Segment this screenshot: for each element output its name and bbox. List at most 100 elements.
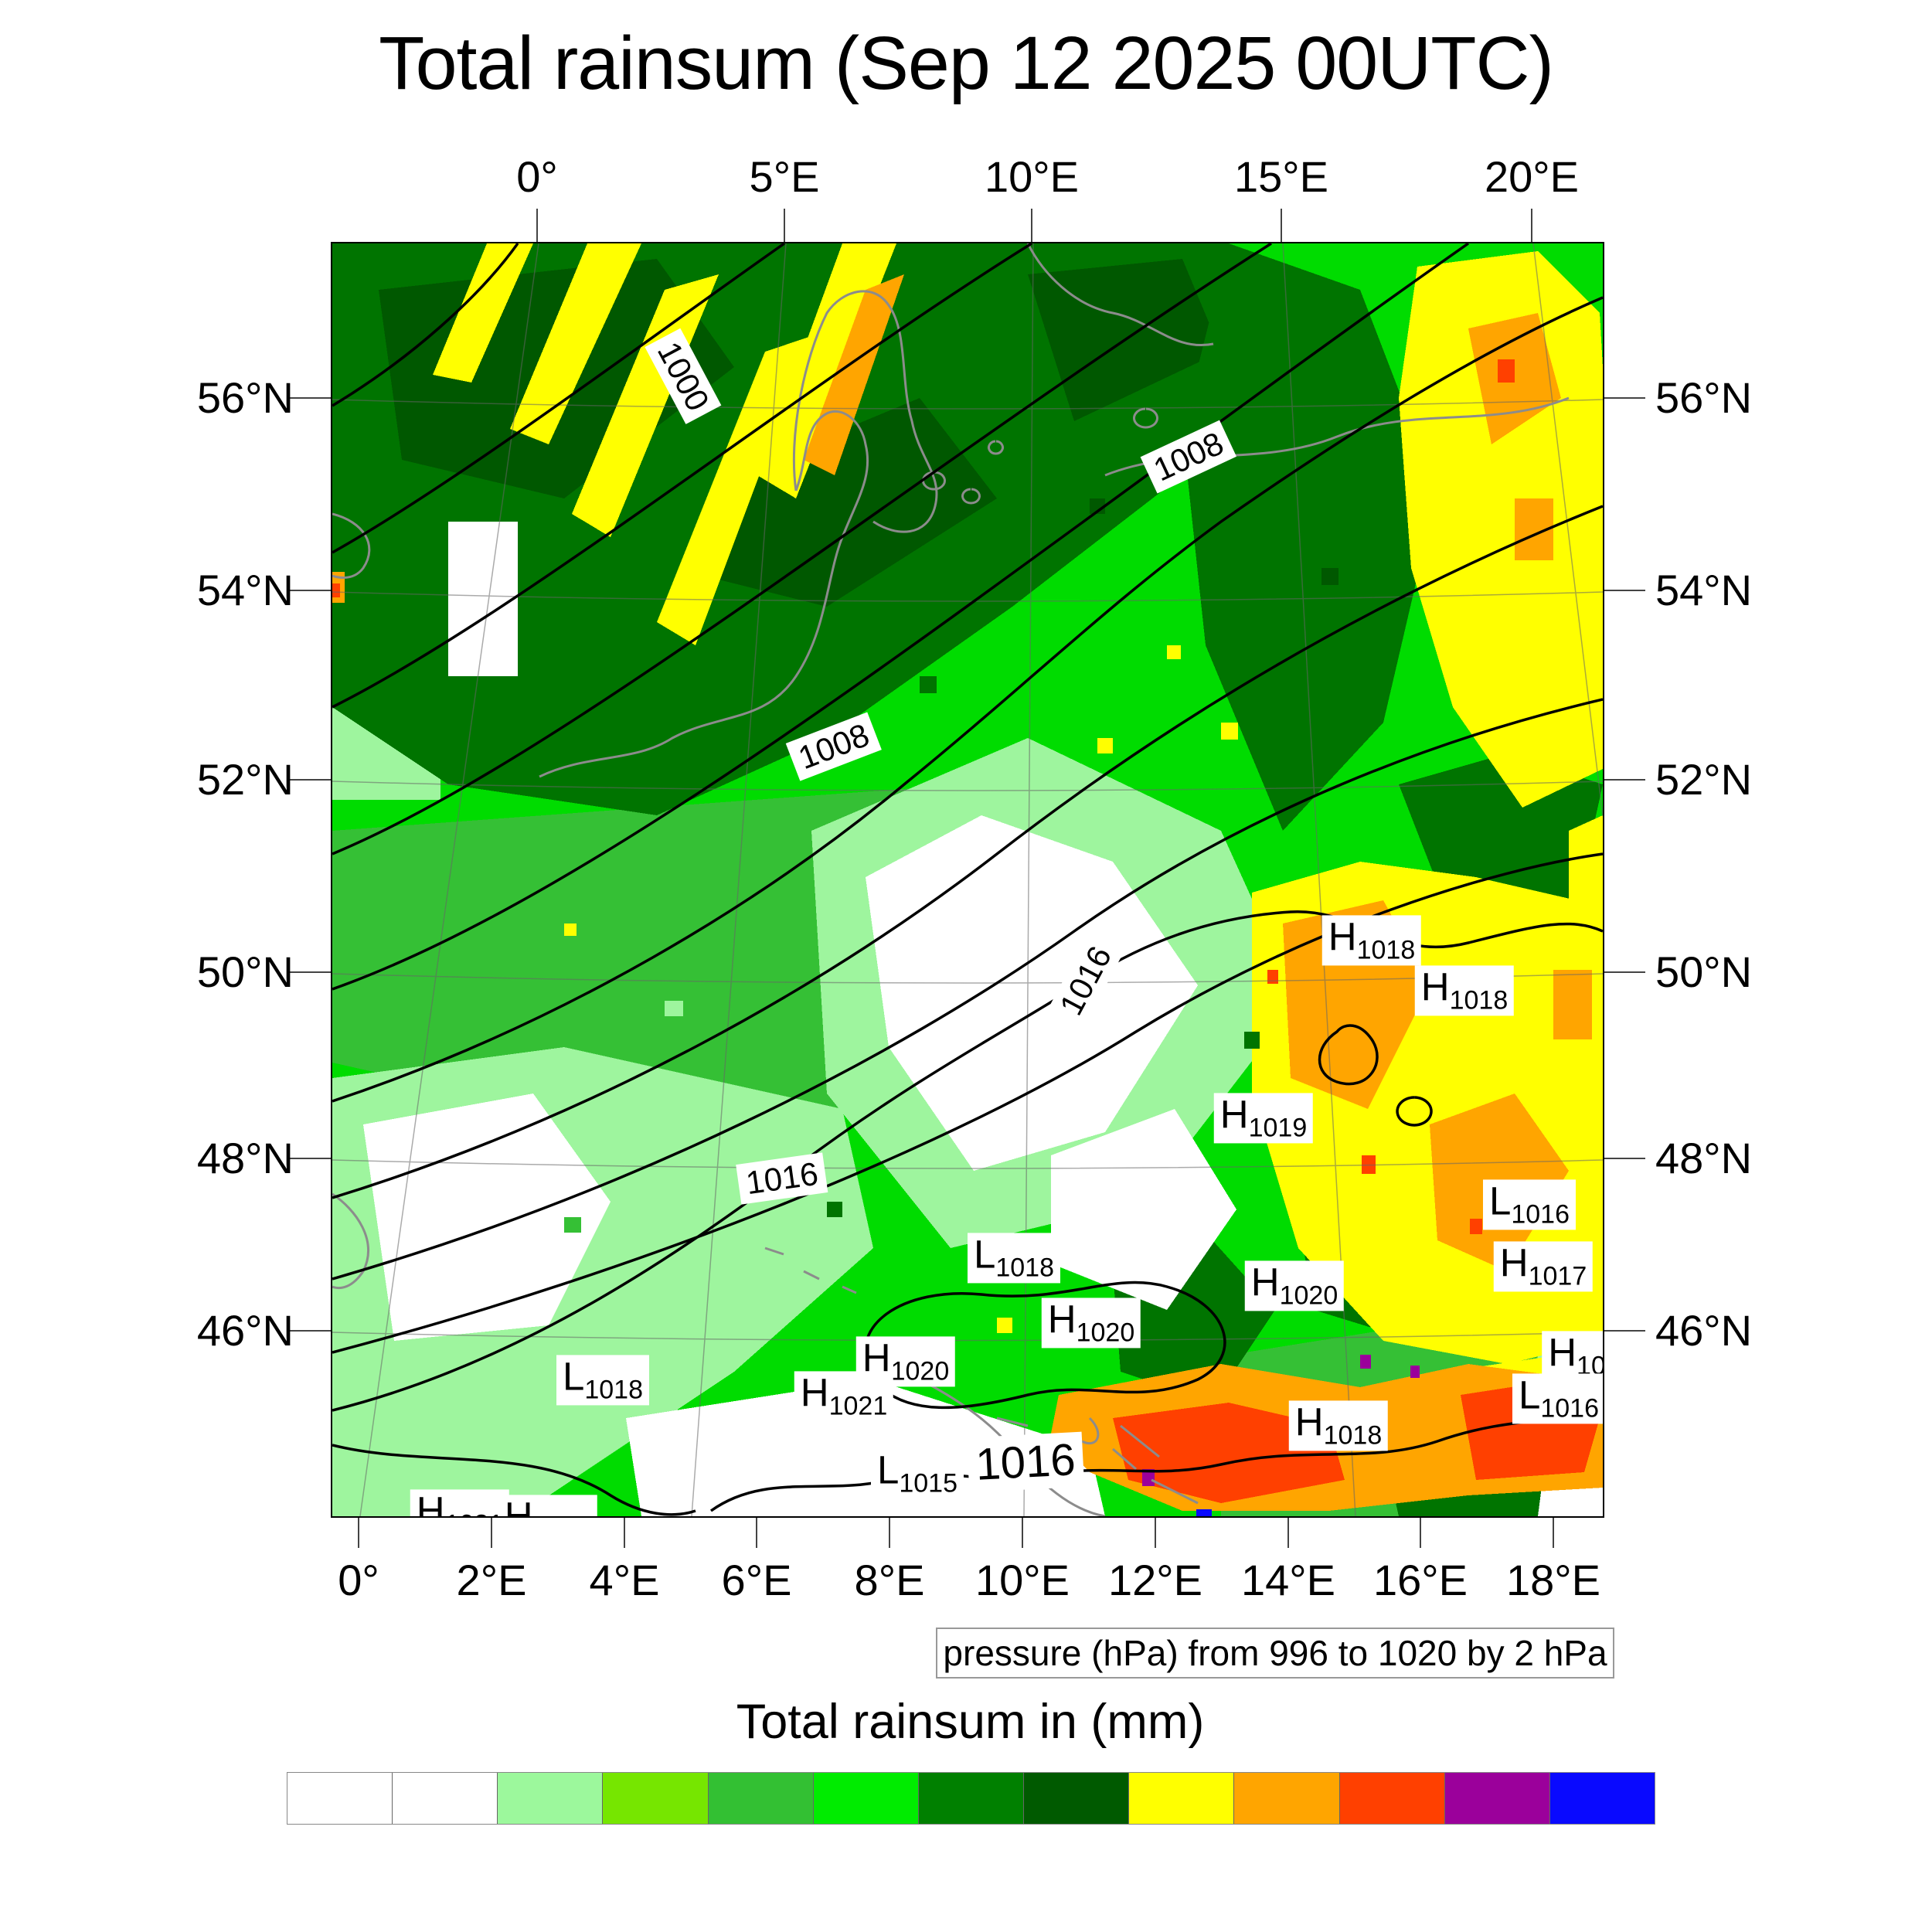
pressure-center-value: 1018: [584, 1375, 644, 1405]
pressure-center-letter: L: [1488, 1179, 1512, 1223]
axis-tick-label: 50°N: [1655, 947, 1753, 996]
pressure-center-value: 1021: [445, 1510, 504, 1516]
colorbar-cell: [498, 1773, 604, 1824]
axis-tick-label: 0°: [516, 152, 558, 201]
axis-tick-label: 16°E: [1372, 1556, 1468, 1604]
axis-tick-label: 50°N: [196, 947, 294, 996]
axis-tick-label: 54°N: [1655, 566, 1753, 614]
pressure-center-letter: H: [1499, 1240, 1529, 1285]
axis-tick-label: 6°E: [721, 1556, 792, 1604]
rain-field-map: [332, 243, 1603, 1516]
axis-tick-label: 10°E: [975, 1556, 1070, 1604]
axis-tick-label: 56°N: [1655, 373, 1753, 422]
pressure-center-letter: H: [1250, 1260, 1280, 1304]
tick-mark: [1155, 1515, 1156, 1548]
tick-mark: [1031, 209, 1032, 242]
pressure-center-letter: H: [1420, 964, 1450, 1009]
axis-tick-label: 46°N: [196, 1306, 294, 1355]
tick-mark: [1601, 590, 1645, 591]
pressure-center-value: 1018: [1323, 1420, 1383, 1451]
colorbar-cell: [603, 1773, 709, 1824]
pressure-center-label: L1016: [1482, 1179, 1577, 1230]
pressure-center-label: H1021: [410, 1489, 510, 1516]
pressure-center-label: H1017: [1493, 1240, 1594, 1292]
tick-mark: [288, 1158, 332, 1159]
tick-mark: [358, 1515, 359, 1548]
axis-tick-label: 5°E: [749, 152, 820, 201]
colorbar-cell: [1234, 1773, 1340, 1824]
axis-tick-label: 20°E: [1484, 152, 1580, 201]
tick-mark: [889, 1515, 890, 1548]
pressure-center-value: 1018: [995, 1253, 1055, 1283]
tick-mark: [624, 1515, 625, 1548]
pressure-center-value: 1016: [1511, 1199, 1570, 1230]
pressure-center-label: H1020: [1244, 1260, 1345, 1311]
pressure-center-letter: H: [504, 1494, 533, 1516]
axis-tick-label: 48°N: [1655, 1134, 1753, 1182]
pressure-center-label: L1018: [556, 1354, 650, 1406]
pressure-center-value: 1017: [1528, 1261, 1587, 1291]
tick-mark: [1022, 1515, 1023, 1548]
pressure-center-value: 1021: [828, 1391, 888, 1421]
pressure-center-letter: H: [1294, 1400, 1324, 1444]
pressure-center-value: 1020: [1076, 1318, 1135, 1348]
pressure-center-letter: L: [876, 1447, 900, 1492]
tick-mark: [288, 397, 332, 399]
pressure-center-value: 1015: [899, 1468, 958, 1498]
axis-tick-label: 46°N: [1655, 1306, 1753, 1355]
pressure-center-label: H1021: [498, 1494, 598, 1516]
pressure-center-letter: H: [1548, 1330, 1577, 1375]
tick-mark: [288, 1330, 332, 1332]
tick-mark: [756, 1515, 757, 1548]
axis-tick-label: 56°N: [196, 373, 294, 422]
axis-tick-label: 52°N: [196, 755, 294, 804]
colorbar-cell: [1549, 1773, 1655, 1824]
pressure-center-letter: L: [973, 1232, 996, 1277]
pressure-center-value: 1020: [890, 1356, 950, 1386]
pressure-center-value: 1018: [1449, 985, 1509, 1015]
tick-mark: [784, 209, 785, 242]
tick-mark: [1601, 1158, 1645, 1159]
axis-tick-label: 8°E: [854, 1556, 925, 1604]
tick-mark: [1553, 1515, 1554, 1548]
tick-mark: [288, 590, 332, 591]
pressure-center-label: L1016: [1512, 1372, 1603, 1424]
axis-tick-label: 48°N: [196, 1134, 294, 1182]
tick-mark: [536, 209, 538, 242]
pressure-center-value: 1018: [1356, 935, 1416, 965]
colorbar: [287, 1772, 1655, 1825]
tick-mark: [288, 779, 332, 781]
axis-tick-label: 10°E: [984, 152, 1080, 201]
tick-mark: [1601, 397, 1645, 399]
pressure-center-label: H1018: [1414, 964, 1515, 1016]
pressure-center-value: 1019: [1248, 1113, 1308, 1143]
pressure-center-value: 1020: [1279, 1281, 1338, 1311]
colorbar-cell: [393, 1773, 498, 1824]
axis-tick-label: 0°: [338, 1556, 379, 1604]
pressure-center-label: H1019: [1213, 1092, 1314, 1144]
tick-mark: [491, 1515, 492, 1548]
pressure-center-label: L1018: [967, 1232, 1061, 1284]
map-panel: 1000 1008 1008 1016 1016 1016: [331, 242, 1604, 1518]
pressure-center-label: H1018: [1288, 1400, 1389, 1451]
pressure-center-letter: L: [562, 1354, 585, 1399]
pressure-center-label: H1020: [1041, 1298, 1141, 1349]
page-title: Total rainsum (Sep 12 2025 00UTC): [379, 21, 1554, 105]
axis-tick-label: 15°E: [1233, 152, 1329, 201]
colorbar-cell: [1024, 1773, 1130, 1824]
tick-mark: [1287, 1515, 1289, 1548]
tick-mark: [288, 971, 332, 973]
tick-mark: [1601, 779, 1645, 781]
tick-mark: [1281, 209, 1282, 242]
colorbar-cell: [1129, 1773, 1235, 1824]
pressure-center-letter: H: [1219, 1092, 1249, 1137]
axis-tick-label: 4°E: [589, 1556, 660, 1604]
colorbar-cell: [708, 1773, 814, 1824]
tick-mark: [1531, 209, 1532, 242]
pressure-center-letter: L: [1518, 1372, 1541, 1417]
pressure-center-value: 1016: [1540, 1393, 1600, 1423]
axis-tick-label: 52°N: [1655, 755, 1753, 804]
colorbar-cell: [1444, 1773, 1550, 1824]
pressure-center-label: H1021: [794, 1371, 894, 1422]
pressure-center-value: 1021: [533, 1515, 592, 1516]
